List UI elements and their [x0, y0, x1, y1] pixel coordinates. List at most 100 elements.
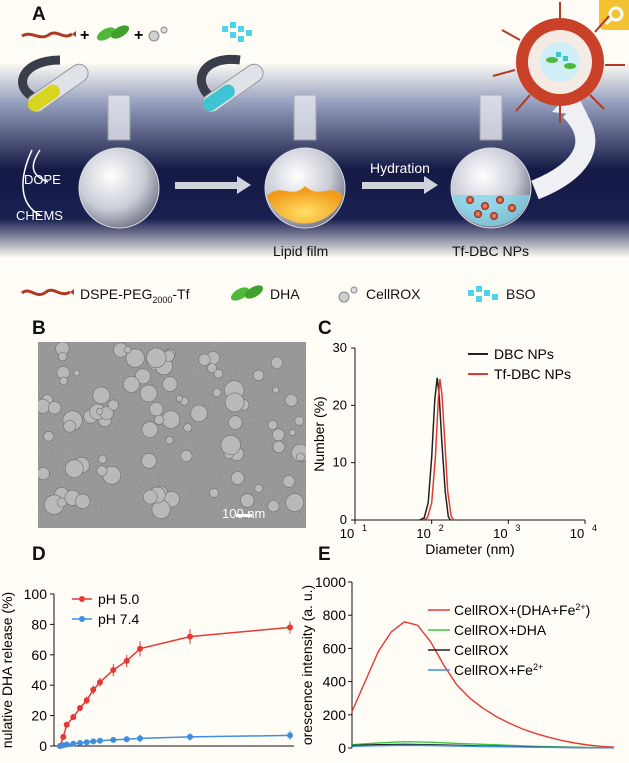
tem-particle: [125, 348, 145, 368]
y-tick-label: 20: [333, 397, 347, 412]
data-point: [110, 736, 117, 743]
data-point: [70, 740, 77, 747]
tem-particle: [228, 415, 243, 430]
nanoparticle-cutaway-icon: [492, 2, 625, 123]
data-point: [90, 686, 97, 693]
panel-label-e: E: [318, 544, 331, 565]
tem-particle: [143, 489, 158, 505]
data-point: [287, 732, 293, 739]
legend-label-1: CellROX+DHA: [454, 622, 547, 638]
y-tick-label: 100: [24, 586, 48, 602]
flask-2-lipid-film: [264, 94, 346, 229]
y-axis-title: nulative DHA release (%): [0, 592, 15, 748]
data-point: [123, 657, 130, 664]
tem-particle: [73, 369, 81, 377]
panel-label-a: A: [32, 4, 46, 25]
legend-label-0: pH 5.0: [98, 591, 139, 607]
plus-sign-2: +: [134, 27, 143, 44]
tem-particle: [212, 388, 222, 398]
tem-particle: [107, 399, 119, 411]
tem-particle: [95, 407, 103, 415]
tem-particle: [183, 423, 193, 433]
tem-particle: [284, 393, 298, 407]
tem-particle: [224, 392, 245, 413]
legend-dha-label: DHA: [270, 286, 300, 302]
y-tick-label: 40: [31, 677, 47, 693]
data-point: [83, 697, 90, 704]
y-tick-label: 80: [31, 616, 47, 632]
tem-particle: [75, 493, 91, 509]
test-tube-yellow: [26, 63, 89, 113]
scale-bar-label: 100 nm: [222, 506, 266, 521]
legend-marker-1: [79, 616, 85, 622]
tool-corner-button[interactable]: [599, 0, 629, 30]
data-point: [123, 736, 130, 743]
data-point: [90, 738, 97, 745]
tem-particle: [267, 420, 278, 431]
tem-particle: [153, 414, 165, 425]
data-point: [77, 705, 83, 711]
label-hydration: Hydration: [370, 160, 430, 176]
label-dope: DOPE: [24, 172, 61, 187]
legend-bso-icon: [468, 286, 498, 302]
tem-particle: [38, 467, 50, 481]
test-tube-blue: [201, 63, 264, 113]
panel-label-d: D: [32, 544, 46, 565]
tem-particle: [209, 487, 219, 498]
y-tick-label: 60: [31, 647, 47, 663]
y-tick-label: 0: [338, 740, 346, 756]
tem-particle: [165, 436, 174, 445]
label-chems: CHEMS: [16, 208, 63, 223]
tem-particle: [180, 449, 193, 462]
label-tf-dbc-nps: Tf-DBC NPs: [452, 243, 529, 259]
legend-cellrox-label: CellROX: [366, 286, 421, 302]
curved-arrow-to-np: [531, 102, 596, 200]
y-axis-title: orescence intensity (a. u.): [300, 585, 315, 745]
data-point: [63, 741, 70, 748]
dspe-peg-tf-icon: [21, 31, 73, 39]
y-tick-label: 200: [323, 707, 347, 723]
data-point: [97, 737, 103, 744]
y-tick-label: 30: [333, 340, 347, 355]
label-lipid-film: Lipid film: [273, 243, 329, 259]
tem-particle: [139, 384, 158, 403]
tem-particle: [92, 386, 111, 405]
scale-bar: [236, 514, 252, 517]
tem-particle: [270, 356, 283, 369]
chart-dha-release: 0 20 40 60 80 100 nulative DHA release (%) pH 5…: [0, 586, 294, 754]
series-line-1: [423, 378, 455, 521]
tem-particle: [230, 471, 245, 485]
y-tick-label: 600: [323, 640, 347, 656]
tem-particle: [63, 420, 76, 433]
tem-particle: [288, 429, 296, 437]
tem-particle: [282, 475, 296, 488]
tem-particle: [285, 493, 305, 512]
legend-cellrox-icon: [338, 286, 358, 303]
legend-dspe-icon: [21, 288, 71, 297]
data-point: [70, 714, 77, 721]
dha-leaf-icon-top: [96, 25, 130, 41]
legend-dspe-label: DSPE-PEG2000-Tf: [80, 286, 190, 305]
tem-particle: [96, 465, 108, 477]
tem-particle: [213, 369, 224, 379]
y-tick-label: 20: [31, 708, 47, 724]
legend-label-0: DBC NPs: [494, 346, 554, 362]
data-point: [60, 733, 67, 740]
y-tick-label: 400: [323, 674, 347, 690]
tem-particle: [135, 368, 151, 385]
tem-particle: [240, 493, 255, 508]
y-tick-label: 1000: [315, 574, 346, 590]
tem-particle: [294, 415, 305, 426]
legend-label-1: pH 7.4: [98, 611, 139, 627]
arrow-right-2: [362, 176, 438, 194]
panel-label-c: C: [318, 318, 332, 339]
legend-label-3: CellROX+Fe2+: [454, 662, 543, 678]
data-point: [97, 679, 103, 686]
tem-particle: [123, 345, 132, 354]
tem-particle: [267, 500, 280, 513]
tem-particle: [123, 376, 140, 393]
y-tick-label: 0: [39, 738, 47, 754]
tem-particle: [272, 440, 285, 453]
